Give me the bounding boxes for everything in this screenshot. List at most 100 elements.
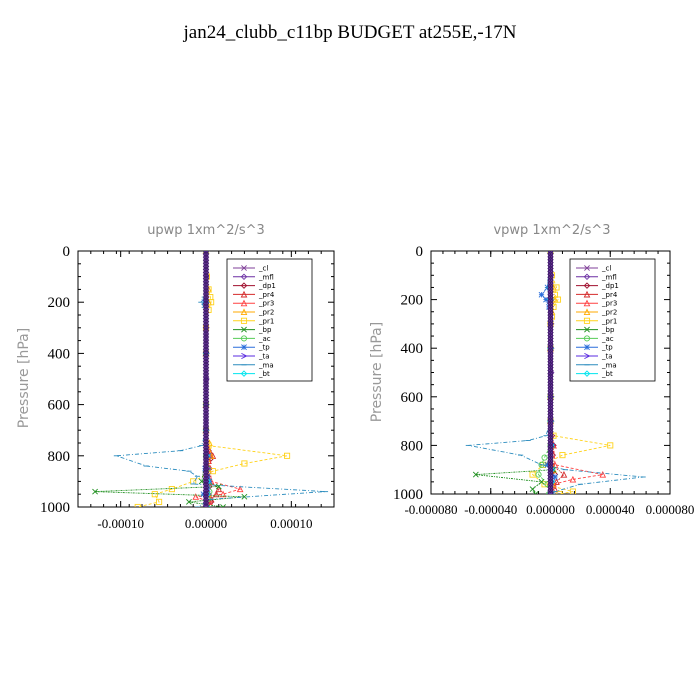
zero-profile-marker [202,429,210,436]
legend-label: _pr4 [601,291,618,299]
zero-profile-marker [202,269,210,276]
series-point-pr1 [209,468,216,475]
legend-label: _mfl [601,273,617,281]
series-point-tp [552,474,558,480]
series-point-tp [206,478,213,485]
zero-profile-marker [202,462,210,470]
legend-marker [240,282,248,289]
zero-profile-marker [202,352,210,359]
legend-label: _pr1 [601,317,617,325]
chart-panel-vpwp: vpwp 1xm^2/s^3 Pressure [hPa] 0 200 400 600… [369,223,694,517]
legend-marker [584,326,590,333]
series-point-pr3 [569,475,577,483]
zero-profile-marker [202,303,210,310]
zero-profile-marker [202,499,210,507]
figure-title: jan24_clubb_c11bp BUDGET at255E,-17N [183,22,517,43]
zero-profile-marker [202,410,210,418]
zero-profile-band [548,251,553,494]
series-point-ac [541,454,548,461]
legend-marker [240,335,248,342]
zero-profile-marker [202,287,210,295]
legend-marker [240,299,248,307]
zero-profile-marker [202,484,210,491]
series-point-ac [535,471,542,478]
legend-marker [583,290,591,298]
zero-profile-marker [202,312,210,319]
legend-marker [584,344,590,351]
zero-profile-marker [202,309,210,316]
legend-label: _pr2 [258,309,274,317]
legend-label: _ta [601,353,613,361]
zero-profile-marker [202,361,210,368]
zero-profile-marker [202,389,210,396]
zero-profile-marker [202,358,210,365]
zero-profile-marker [202,256,210,264]
legend-label: _dp1 [601,282,619,290]
y-axis-label: Pressure [hPa] [16,328,32,428]
y-tick-label: 400 [48,346,71,362]
zero-profile-marker [202,432,210,439]
zero-profile-marker [202,251,210,255]
zero-profile-marker [202,475,210,482]
y-tick-label: 600 [48,398,71,414]
zero-profile-marker [202,444,210,451]
series-point-tp [543,296,549,303]
zero-profile-marker [202,278,210,285]
series-point-pr1 [569,488,576,494]
zero-profile-marker [202,290,210,298]
zero-profile-marker [202,355,210,362]
legend-label: _bt [258,370,270,378]
legend-label: _pr3 [258,300,274,308]
zero-profile-marker [202,315,210,322]
legend-label: _cl [601,265,611,273]
zero-profile-marker [202,272,210,279]
zero-profile-marker [202,339,210,347]
legend-marker [584,352,591,360]
series-point-bp [220,504,226,507]
zero-profile-marker [202,468,210,476]
series-group [465,251,646,494]
zero-profile-marker [202,502,210,507]
series-point-tp [544,461,551,468]
zero-profile-marker [202,293,210,301]
zero-profile-marker [202,342,210,350]
series-point-pr1 [241,460,248,467]
legend-label: _ac [258,335,271,343]
zero-profile-marker [202,386,210,393]
zero-profile-marker [202,336,210,344]
y-tick-label: 1000 [40,500,70,516]
zero-profile-marker [547,489,554,494]
y-axis-label: Pressure [hPa] [369,322,385,422]
legend-label: _mfl [258,273,274,281]
zero-profile-marker [202,487,210,494]
legend-label: _bt [601,370,613,378]
zero-profile-marker [202,275,210,282]
zero-profile-marker [202,496,210,504]
zero-profile-marker [202,364,210,371]
legend: _cl_mfl_dp1_pr4_pr3_pr2_pr1_bp_ac_tp_ta_… [569,258,656,382]
y-tick-label: 0 [63,244,71,260]
series-point-pr1 [553,284,560,291]
zero-profile-marker [202,404,210,411]
chart-title: vpwp 1xm^2/s^3 [493,223,610,238]
series-point-pr1 [556,490,563,494]
legend-marker [241,265,247,271]
legend-marker [240,317,248,324]
zero-profile-marker [202,373,210,381]
series-point-pr1 [156,498,163,505]
legend-label: _ac [601,335,614,343]
legend-marker [583,299,591,307]
zero-profile-marker [202,438,210,445]
legend-marker [583,273,591,281]
zero-profile-marker [202,395,210,402]
legend-marker [240,370,248,377]
series-point-pr4 [560,470,568,478]
x-tick-label: 0.000040 [586,502,635,517]
series-point-pr1 [529,471,536,478]
zero-profile-marker [202,376,210,384]
legend-marker [583,335,591,342]
zero-profile-marker [202,453,210,461]
zero-profile-marker [202,416,210,424]
zero-profile-marker [202,266,210,273]
